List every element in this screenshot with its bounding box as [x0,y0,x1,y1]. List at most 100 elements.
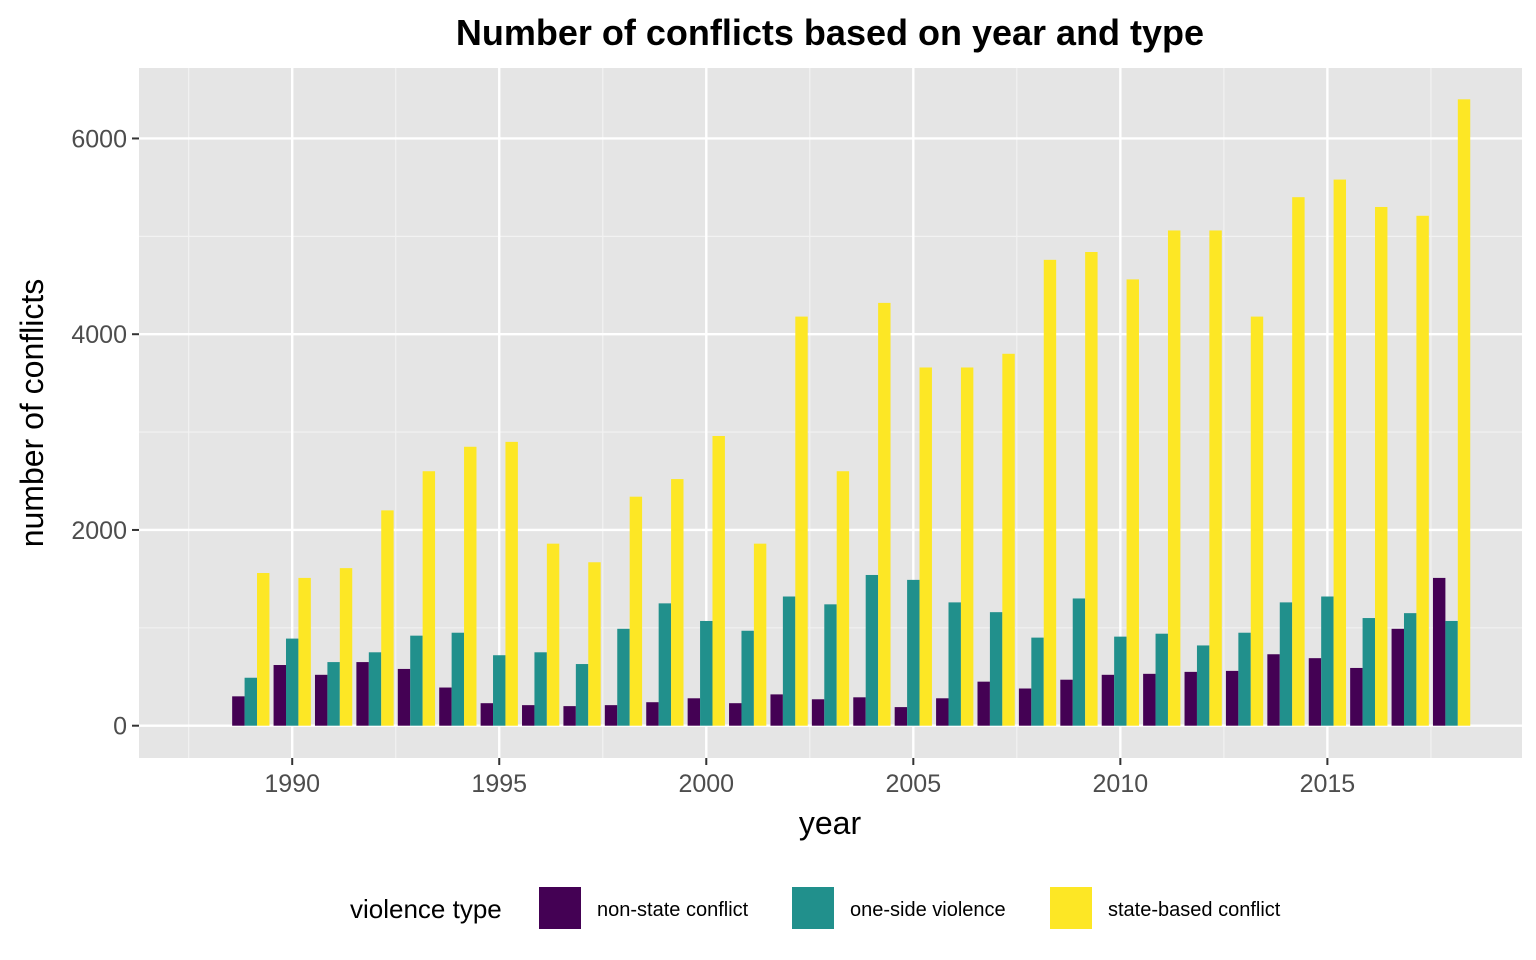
bar-one-side-violence [451,632,465,726]
bar-non-state-conflict [977,681,990,726]
bar-one-side-violence [907,579,920,726]
bar-non-state-conflict [687,698,701,726]
bar-non-state-conflict [1018,688,1032,726]
bar-state-based-conflict [753,543,767,726]
bar-one-side-violence [1155,633,1168,726]
bar-one-side-violence [368,652,382,726]
bar-state-based-conflict [588,562,601,726]
bar-one-side-violence [989,612,1003,726]
y-axis: 0 2000 4000 6000 [71,125,139,741]
bar-non-state-conflict [273,665,286,726]
bar-state-based-conflict [1457,99,1471,726]
bar-one-side-violence [244,677,258,726]
bar-state-based-conflict [339,568,353,726]
y-tick-label: 0 [113,713,127,741]
legend-label: state-based conflict [1108,899,1281,921]
bar-non-state-conflict [232,696,245,726]
bar-one-side-violence [493,655,506,726]
bar-non-state-conflict [1143,673,1156,726]
bar-non-state-conflict [936,698,949,726]
bar-non-state-conflict [770,694,783,726]
bar-one-side-violence [948,602,961,726]
bar-state-based-conflict [257,573,270,726]
bar-non-state-conflict [1391,628,1404,726]
bar-one-side-violence [617,628,630,726]
bar-state-based-conflict [546,543,560,726]
x-tick-label: 1990 [264,770,320,798]
x-axis-title: year [799,805,862,841]
legend-label: one-side violence [850,899,1006,921]
bar-non-state-conflict [604,705,618,726]
bar-non-state-conflict [646,702,659,726]
bar-state-based-conflict [1250,316,1264,726]
legend-key [792,887,834,929]
bar-state-based-conflict [298,577,311,726]
bar-non-state-conflict [356,662,369,726]
bar-state-based-conflict [1292,197,1305,726]
bar-state-based-conflict [836,471,850,726]
legend-key [539,887,581,929]
bar-state-based-conflict [1002,353,1015,726]
bar-state-based-conflict [878,302,891,726]
bar-one-side-violence [534,652,547,726]
bar-state-based-conflict [1126,279,1139,726]
bar-one-side-violence [1362,618,1376,726]
bar-state-based-conflict [1416,215,1429,726]
bar-one-side-violence [410,635,423,726]
bar-non-state-conflict [1432,577,1446,726]
y-axis-title: number of conflicts [14,279,50,548]
bar-non-state-conflict [314,674,328,726]
bar-state-based-conflict [1085,252,1098,726]
bar-one-side-violence [327,662,340,726]
minor-gridlines [139,68,1522,758]
x-tick-label: 2010 [1093,770,1149,798]
bar-state-based-conflict [464,446,477,726]
bar-state-based-conflict [671,479,684,726]
legend-label: non-state conflict [597,899,749,921]
legend-title: violence type [350,894,502,924]
bar-non-state-conflict [397,668,411,726]
bar-state-based-conflict [1333,179,1347,726]
bars [232,99,1471,726]
legend-key [1050,887,1092,929]
bar-state-based-conflict [919,367,932,726]
bar-non-state-conflict [1184,671,1197,726]
bar-non-state-conflict [853,697,866,726]
bar-non-state-conflict [1225,670,1239,726]
bar-non-state-conflict [1350,667,1363,726]
bar-state-based-conflict [1209,230,1222,726]
x-axis: 1990 1995 2000 2005 2010 2015 [264,758,1355,798]
bar-one-side-violence [1196,645,1210,726]
bar-one-side-violence [1279,602,1293,726]
bar-state-based-conflict [960,367,974,726]
bar-state-based-conflict [505,441,518,726]
bar-non-state-conflict [1308,658,1322,726]
y-tick-label: 6000 [71,125,127,153]
bar-state-based-conflict [629,496,643,726]
bar-state-based-conflict [1375,206,1388,726]
bar-one-side-violence [865,574,879,726]
bar-one-side-violence [1114,636,1127,726]
bar-non-state-conflict [894,707,908,726]
x-tick-label: 2015 [1300,770,1356,798]
bar-non-state-conflict [1101,674,1115,726]
x-tick-label: 2000 [678,770,734,798]
bar-one-side-violence [741,630,754,726]
y-tick-label: 2000 [71,517,127,545]
bar-non-state-conflict [811,699,825,726]
x-tick-label: 1995 [471,770,527,798]
bar-state-based-conflict [1043,259,1057,726]
bar-non-state-conflict [480,703,494,726]
bar-non-state-conflict [1060,679,1073,726]
bar-one-side-violence [285,638,299,726]
bar-one-side-violence [1072,598,1086,726]
bar-one-side-violence [575,664,589,726]
bar-one-side-violence [1321,596,1334,726]
bar-one-side-violence [1445,620,1458,726]
y-tick-label: 4000 [71,321,127,349]
bar-state-based-conflict [795,316,808,726]
bar-non-state-conflict [439,687,452,726]
bar-one-side-violence [1031,637,1044,726]
bar-state-based-conflict [381,510,394,726]
